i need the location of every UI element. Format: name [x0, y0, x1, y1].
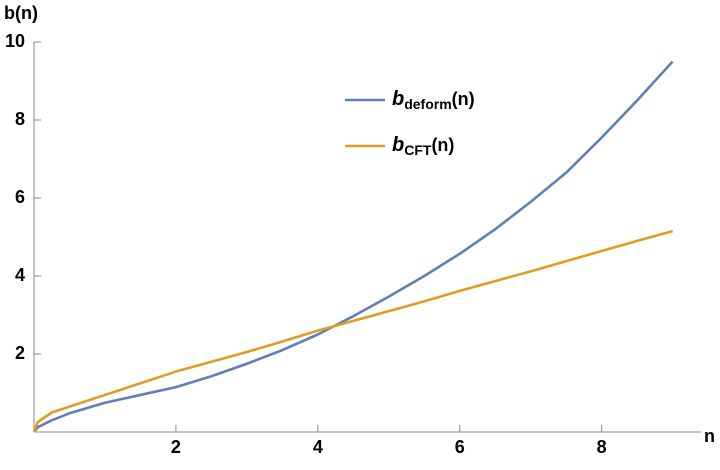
legend-args: (n) — [431, 135, 454, 155]
y-tick-label: 2 — [15, 343, 25, 363]
data-line — [32, 60, 674, 433]
y-tick-label: 10 — [5, 31, 25, 51]
legend-label: bCFT(n) — [392, 134, 454, 157]
legend-name: b — [392, 134, 404, 156]
x-tick-label: 2 — [171, 437, 181, 457]
y-tick-label: 6 — [15, 187, 25, 207]
y-tick-label: 4 — [15, 265, 25, 285]
legend-subscript: deform — [404, 96, 451, 112]
y-tick-label: 8 — [15, 109, 25, 129]
legend-name: b — [392, 88, 404, 110]
x-tick-label: 4 — [313, 437, 323, 457]
x-tick-label: 6 — [455, 437, 465, 457]
y-axis-label: b(n) — [4, 3, 38, 23]
data-line — [32, 229, 673, 433]
legend-label: bdeform(n) — [392, 88, 475, 111]
legend-args: (n) — [452, 89, 475, 109]
x-axis-label: n — [704, 426, 715, 446]
x-tick-label: 8 — [597, 437, 607, 457]
legend-subscript: CFT — [404, 142, 432, 158]
